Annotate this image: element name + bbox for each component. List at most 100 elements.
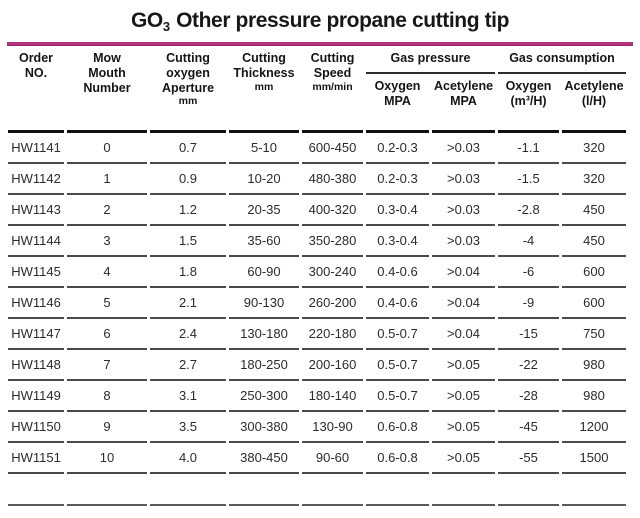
cell-acetylene-consumption: 980: [562, 381, 626, 412]
cell-cutting-oxygen-aperture: 3.1: [150, 381, 226, 412]
table-row: HW1151 10 4.0 380-450 90-60 0.6-0.8 >0.05 -55 15…: [8, 443, 626, 474]
title-prefix: GO: [130, 9, 163, 32]
cell-cutting-speed: 130-90: [302, 412, 363, 443]
cell-mow-mouth-number: 4: [67, 257, 147, 288]
col-header-cutting-speed-label: Cutting Speed: [310, 51, 355, 80]
col-header-cutting-thickness: Cutting Thickness mm: [229, 46, 299, 133]
spacer-cell: [8, 474, 64, 506]
cell-cutting-speed: 350-280: [302, 226, 363, 257]
cell-acetylene-consumption: 1500: [562, 443, 626, 474]
cell-mow-mouth-number: 9: [67, 412, 147, 443]
header-sub-row: Oxygen MPA Acetylene MPA Oxygen (m³/H) A…: [8, 74, 626, 133]
cell-cutting-speed: 300-240: [302, 257, 363, 288]
cell-oxygen-mpa: 0.5-0.7: [366, 319, 429, 350]
cell-acetylene-consumption: 320: [562, 133, 626, 164]
cell-cutting-thickness: 250-300: [229, 381, 299, 412]
table-row: HW1145 4 1.8 60-90 300-240 0.4-0.6 >0.04 -6 600: [8, 257, 626, 288]
cell-cutting-thickness: 130-180: [229, 319, 299, 350]
cell-mow-mouth-number: 2: [67, 195, 147, 226]
spacer-cell: [432, 474, 495, 506]
cell-oxygen-consumption: -9: [498, 288, 559, 319]
cell-acetylene-consumption: 450: [562, 195, 626, 226]
cell-oxygen-mpa: 0.3-0.4: [366, 195, 429, 226]
cell-cutting-oxygen-aperture: 1.5: [150, 226, 226, 257]
cell-cutting-speed: 180-140: [302, 381, 363, 412]
cell-cutting-thickness: 60-90: [229, 257, 299, 288]
cell-acetylene-consumption: 750: [562, 319, 626, 350]
cell-order-no: HW1147: [8, 319, 64, 350]
title-subscript: 3: [162, 19, 170, 34]
cell-cutting-speed: 200-160: [302, 350, 363, 381]
cell-acetylene-consumption: 320: [562, 164, 626, 195]
col-header-cutting-oxygen-aperture-unit: mm: [178, 95, 198, 108]
table-header: Order NO. Mow Mouth Number Cutting oxyge…: [8, 46, 626, 133]
cell-mow-mouth-number: 5: [67, 288, 147, 319]
cell-oxygen-mpa: 0.5-0.7: [366, 350, 429, 381]
cell-mow-mouth-number: 10: [67, 443, 147, 474]
cell-cutting-thickness: 90-130: [229, 288, 299, 319]
table-row: HW1144 3 1.5 35-60 350-280 0.3-0.4 >0.03 -4 450: [8, 226, 626, 257]
spacer-cell: [302, 474, 363, 506]
cell-acetylene-consumption: 600: [562, 257, 626, 288]
cell-mow-mouth-number: 3: [67, 226, 147, 257]
cell-cutting-thickness: 5-10: [229, 133, 299, 164]
col-header-cutting-speed: Cutting Speed mm/min: [302, 46, 363, 133]
spacer-cell: [229, 474, 299, 506]
table-row: HW1149 8 3.1 250-300 180-140 0.5-0.7 >0.05 -28 9…: [8, 381, 626, 412]
col-header-cutting-oxygen-aperture: Cutting oxygen Aperture mm: [150, 46, 226, 133]
cell-oxygen-consumption: -22: [498, 350, 559, 381]
spacer-cell: [366, 474, 429, 506]
cell-oxygen-consumption: -55: [498, 443, 559, 474]
cell-acetylene-mpa: >0.03: [432, 226, 495, 257]
table-row: HW1142 1 0.9 10-20 480-380 0.2-0.3 >0.03 -1.5 32…: [8, 164, 626, 195]
cell-acetylene-mpa: >0.05: [432, 350, 495, 381]
cell-cutting-oxygen-aperture: 4.0: [150, 443, 226, 474]
cell-cutting-oxygen-aperture: 1.8: [150, 257, 226, 288]
spec-table: Order NO. Mow Mouth Number Cutting oxyge…: [5, 46, 629, 506]
cell-cutting-oxygen-aperture: 3.5: [150, 412, 226, 443]
cell-oxygen-consumption: -1.1: [498, 133, 559, 164]
cell-cutting-thickness: 10-20: [229, 164, 299, 195]
page-title: GO3 Other pressure propane cutting tip: [0, 5, 640, 39]
spacer-cell: [562, 474, 626, 506]
cell-cutting-speed: 400-320: [302, 195, 363, 226]
cell-oxygen-consumption: -6: [498, 257, 559, 288]
cell-oxygen-mpa: 0.5-0.7: [366, 381, 429, 412]
cell-oxygen-consumption: -45: [498, 412, 559, 443]
cell-acetylene-mpa: >0.03: [432, 133, 495, 164]
title-rest: Other pressure propane cutting tip: [170, 9, 510, 32]
cell-oxygen-consumption: -28: [498, 381, 559, 412]
cell-cutting-oxygen-aperture: 2.4: [150, 319, 226, 350]
cell-order-no: HW1150: [8, 412, 64, 443]
cell-acetylene-consumption: 980: [562, 350, 626, 381]
cell-acetylene-consumption: 450: [562, 226, 626, 257]
cell-oxygen-mpa: 0.6-0.8: [366, 412, 429, 443]
cell-cutting-oxygen-aperture: 2.1: [150, 288, 226, 319]
cell-acetylene-mpa: >0.04: [432, 288, 495, 319]
cell-cutting-oxygen-aperture: 2.7: [150, 350, 226, 381]
accent-bar: [7, 42, 633, 46]
group-header-gas-pressure: Gas pressure: [366, 46, 495, 74]
table-row: HW1146 5 2.1 90-130 260-200 0.4-0.6 >0.04 -9 600: [8, 288, 626, 319]
col-header-cutting-oxygen-aperture-label: Cutting oxygen Aperture: [161, 51, 215, 95]
table-row: HW1141 0 0.7 5-10 600-450 0.2-0.3 >0.03 -1.1 320: [8, 133, 626, 164]
cell-order-no: HW1151: [8, 443, 64, 474]
cell-order-no: HW1142: [8, 164, 64, 195]
table-row: HW1147 6 2.4 130-180 220-180 0.5-0.7 >0.04 -15 7…: [8, 319, 626, 350]
table-body: HW1141 0 0.7 5-10 600-450 0.2-0.3 >0.03 -1.1 320…: [8, 133, 626, 506]
cell-acetylene-mpa: >0.05: [432, 443, 495, 474]
cell-cutting-thickness: 180-250: [229, 350, 299, 381]
cell-cutting-oxygen-aperture: 0.7: [150, 133, 226, 164]
cell-order-no: HW1143: [8, 195, 64, 226]
spacer-cell: [498, 474, 559, 506]
spacer-cell: [150, 474, 226, 506]
table-row: HW1150 9 3.5 300-380 130-90 0.6-0.8 >0.05 -45 12…: [8, 412, 626, 443]
group-header-gas-consumption: Gas consumption: [498, 46, 626, 74]
cell-order-no: HW1148: [8, 350, 64, 381]
cell-mow-mouth-number: 6: [67, 319, 147, 350]
cell-cutting-speed: 220-180: [302, 319, 363, 350]
cell-order-no: HW1149: [8, 381, 64, 412]
cell-cutting-speed: 480-380: [302, 164, 363, 195]
cell-oxygen-mpa: 0.4-0.6: [366, 288, 429, 319]
col-header-mow-mouth-number: Mow Mouth Number: [67, 46, 147, 133]
